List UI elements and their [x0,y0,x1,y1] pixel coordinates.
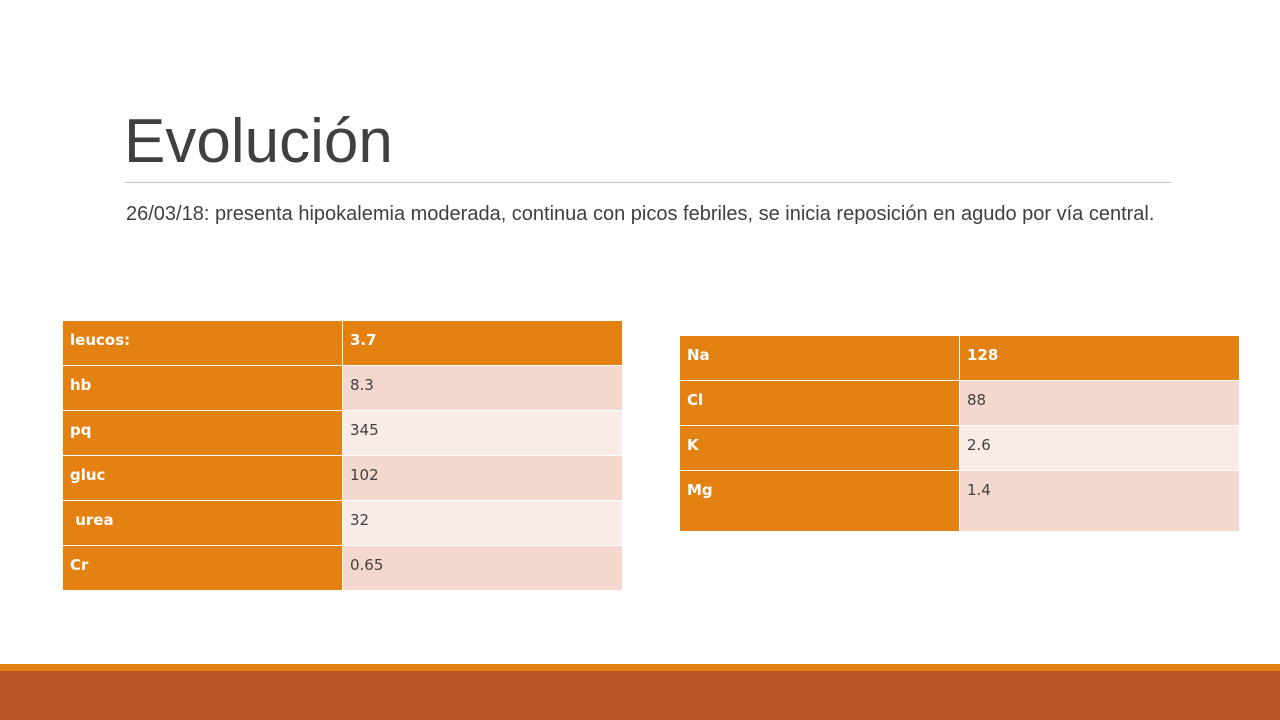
cell-value: 0.65 [342,545,623,591]
lab-table-right: Na 128 Cl 88 K 2.6 Mg 1.4 [679,335,1240,532]
cell-label: pq [62,410,343,456]
table-row: hb 8.3 [62,365,623,411]
slide-subtitle: 26/03/18: presenta hipokalemia moderada,… [126,203,1155,225]
cell-value: 8.3 [342,365,623,411]
cell-label: Na [679,335,960,381]
table-row: K 2.6 [679,425,1240,471]
table-row: pq 345 [62,410,623,456]
cell-value: 2.6 [959,425,1240,471]
table-row: Mg 1.4 [679,470,1240,532]
footer-accent-stripe [0,664,1280,671]
cell-value: 102 [342,455,623,501]
lab-table-left: leucos: 3.7 hb 8.3 pq 345 gluc 102 urea … [62,320,623,591]
cell-value: 1.4 [959,470,1240,532]
cell-label: Mg [679,470,960,532]
cell-label: hb [62,365,343,411]
table-row: Na 128 [679,335,1240,381]
cell-label: gluc [62,455,343,501]
table-row: urea 32 [62,500,623,546]
table-row: leucos: 3.7 [62,320,623,366]
table-row: gluc 102 [62,455,623,501]
cell-label: K [679,425,960,471]
cell-value: 88 [959,380,1240,426]
slide-title: Evolución [124,107,393,176]
cell-value: 345 [342,410,623,456]
cell-label: urea [62,500,343,546]
cell-label: leucos: [62,320,343,366]
cell-label: Cl [679,380,960,426]
title-divider [124,182,1172,183]
cell-value: 32 [342,500,623,546]
cell-value: 3.7 [342,320,623,366]
table-row: Cl 88 [679,380,1240,426]
cell-value: 128 [959,335,1240,381]
table-row: Cr 0.65 [62,545,623,591]
footer-band [0,671,1280,720]
cell-label: Cr [62,545,343,591]
